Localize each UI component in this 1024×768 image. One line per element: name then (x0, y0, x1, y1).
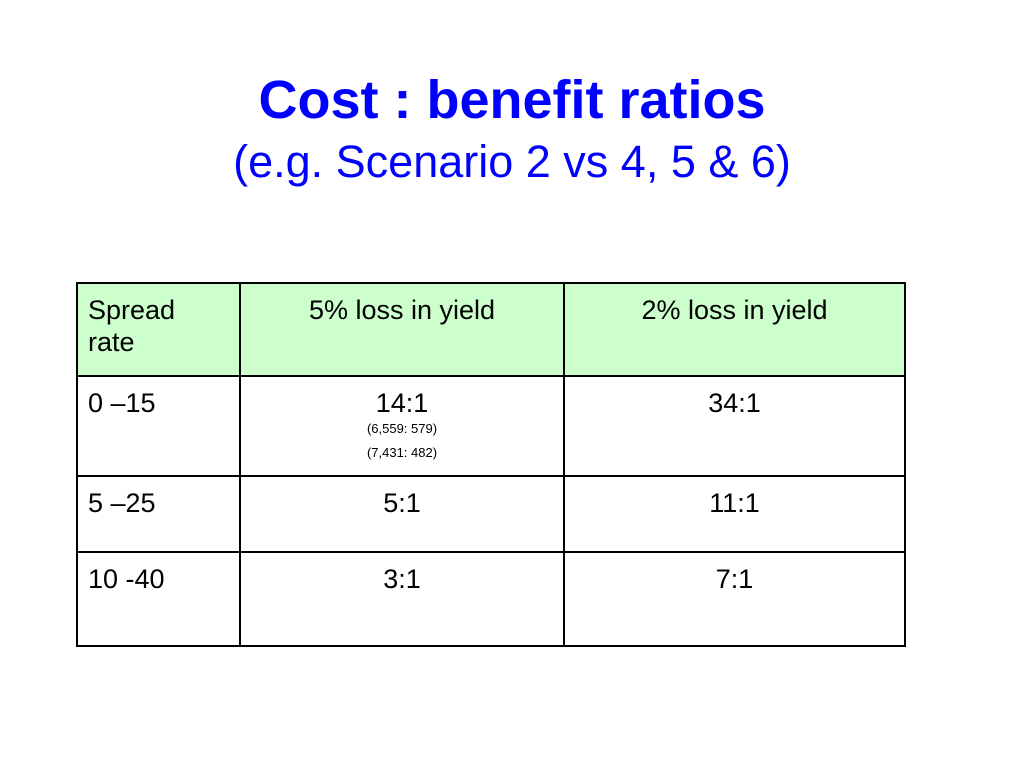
table-row: 10 -40 3:1 7:1 (76, 551, 906, 647)
header-loss-2pct: 2% loss in yield (563, 282, 906, 377)
cell-loss-2pct: 34:1 (563, 375, 906, 477)
header-loss-5pct: 5% loss in yield (239, 282, 565, 377)
cell-loss-5pct: 14:1 (6,559: 579) (7,431: 482) (239, 375, 565, 477)
ratio-note: (7,431: 482) (366, 445, 438, 460)
cell-loss-2pct: 11:1 (563, 475, 906, 553)
table-header-row: Spread rate 5% loss in yield 2% loss in … (76, 282, 906, 377)
table-row: 0 –15 14:1 (6,559: 579) (7,431: 482) 34:… (76, 375, 906, 477)
cost-benefit-table: Spread rate 5% loss in yield 2% loss in … (76, 282, 906, 647)
slide-title: Cost : benefit ratios (e.g. Scenario 2 v… (0, 68, 1024, 190)
cell-spread-rate: 5 –25 (76, 475, 241, 553)
title-main: Cost : benefit ratios (258, 70, 766, 130)
cell-loss-2pct: 7:1 (563, 551, 906, 647)
header-spread-rate: Spread rate (76, 282, 241, 377)
cell-loss-5pct: 5:1 (239, 475, 565, 553)
cell-spread-rate: 10 -40 (76, 551, 241, 647)
cell-spread-rate: 0 –15 (76, 375, 241, 477)
table-row: 5 –25 5:1 11:1 (76, 475, 906, 553)
ratio-note: (6,559: 579) (366, 421, 438, 436)
cell-loss-5pct: 3:1 (239, 551, 565, 647)
ratio-value: 14:1 (375, 388, 429, 418)
title-subtitle: (e.g. Scenario 2 vs 4, 5 & 6) (233, 136, 791, 187)
